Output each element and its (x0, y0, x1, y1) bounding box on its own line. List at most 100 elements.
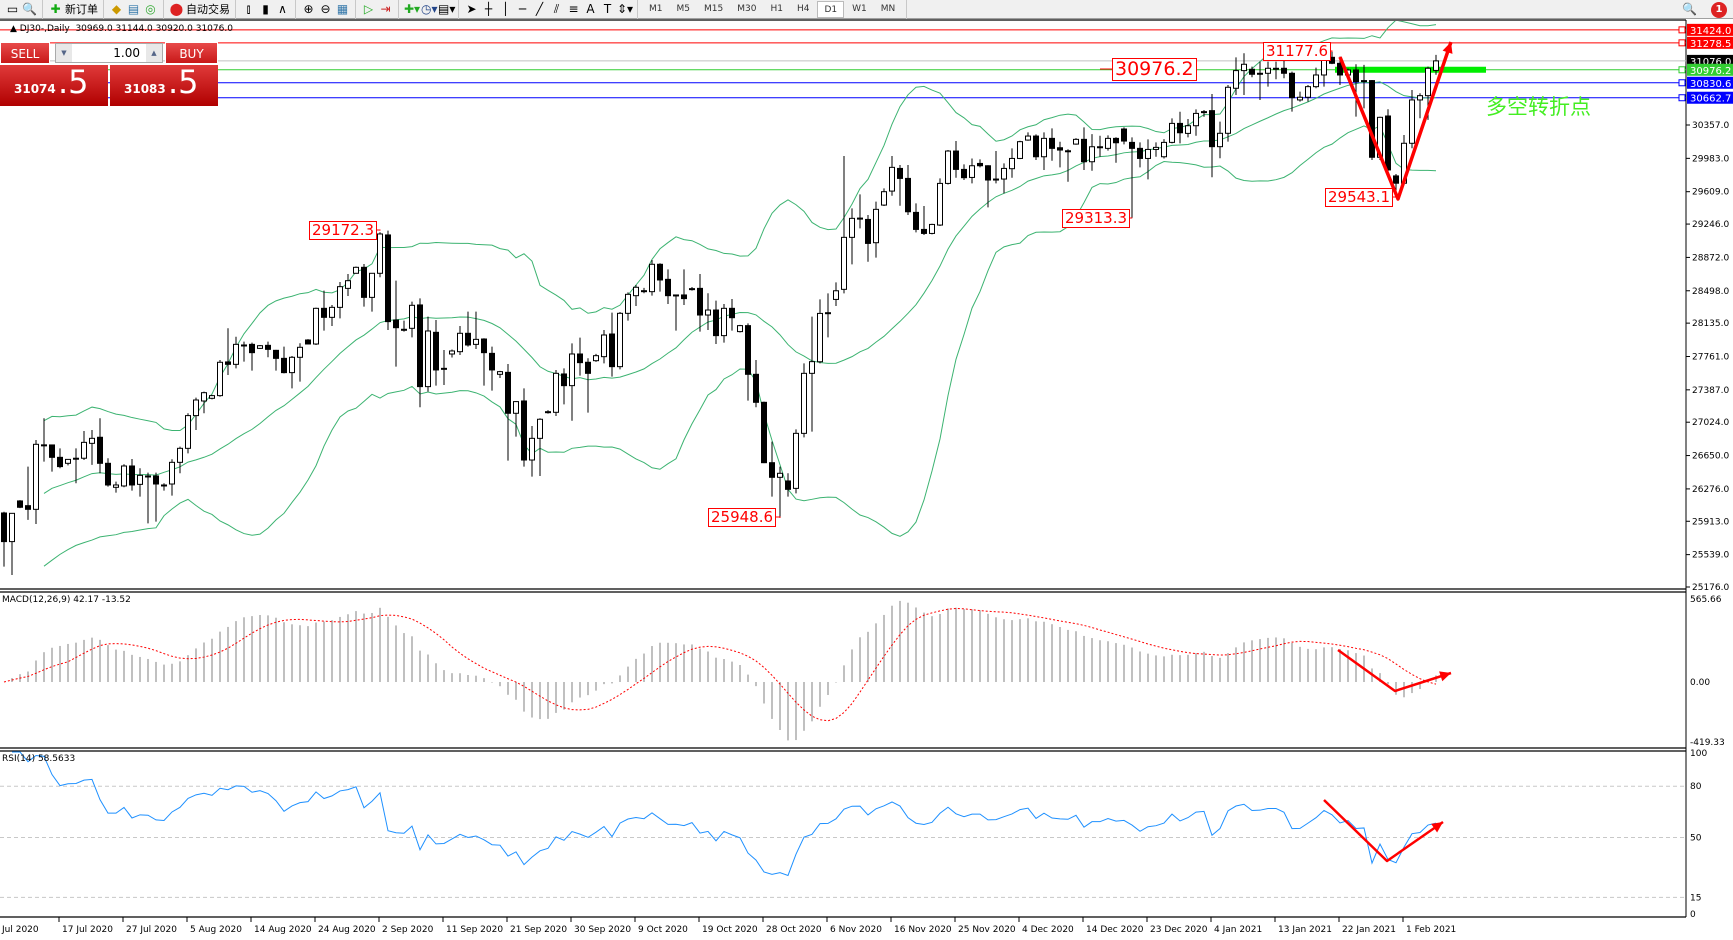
candle[interactable] (409, 301, 415, 338)
candle[interactable] (857, 194, 863, 229)
candle[interactable] (609, 312, 615, 377)
candle[interactable] (713, 300, 719, 345)
candle[interactable] (977, 159, 983, 168)
candle[interactable] (1041, 132, 1047, 171)
auto-trading-button[interactable]: ⬤ 自动交易 (164, 0, 236, 19)
candle[interactable] (465, 311, 471, 347)
candle[interactable] (1033, 134, 1039, 161)
candle[interactable] (529, 425, 535, 477)
candle[interactable] (1161, 139, 1167, 159)
candle[interactable] (553, 369, 559, 416)
turning-point-text[interactable]: 多空转折点 (1486, 95, 1591, 119)
candle[interactable] (57, 448, 63, 469)
candle[interactable] (721, 303, 727, 343)
bar-chart-icon[interactable]: ⫾ (246, 1, 251, 16)
candle[interactable] (105, 458, 111, 487)
crosshair-icon[interactable]: ┼ (484, 1, 493, 16)
collapse-arrow-icon[interactable]: ▲ (10, 24, 17, 34)
candle[interactable] (737, 324, 743, 333)
candle[interactable] (897, 165, 903, 206)
candle[interactable] (1385, 109, 1391, 172)
price-line-handle[interactable] (1678, 26, 1686, 34)
candle[interactable] (617, 311, 623, 370)
candle[interactable] (833, 282, 839, 307)
candle[interactable] (945, 150, 951, 185)
candle[interactable] (777, 466, 783, 519)
candle[interactable] (97, 418, 103, 474)
lot-decrease-icon[interactable]: ▼ (56, 44, 72, 62)
fibonacci-icon[interactable]: ≡ (568, 1, 579, 16)
zoom-search-icon[interactable]: 🔍 (22, 1, 37, 16)
candle[interactable] (185, 413, 191, 454)
auto-scroll-icon[interactable]: ▷ (363, 1, 374, 16)
text-label-icon[interactable]: T (603, 1, 612, 16)
candle[interactable] (681, 269, 687, 306)
main-v-arrow[interactable] (1338, 41, 1453, 201)
candle[interactable] (1361, 64, 1367, 109)
candle[interactable] (993, 151, 999, 184)
candle[interactable] (129, 458, 135, 491)
chart-shift-icon[interactable]: ⇥ (380, 1, 391, 16)
candle[interactable] (1289, 71, 1295, 112)
candle[interactable] (1153, 142, 1159, 157)
signals-icon[interactable]: ◎ (145, 1, 156, 16)
lot-size-stepper[interactable]: ▼ 1.00 ▲ (55, 43, 163, 63)
buy-button[interactable]: BUY (165, 42, 218, 64)
candle[interactable] (225, 328, 231, 375)
candle[interactable] (1129, 137, 1135, 219)
candle[interactable] (769, 441, 775, 497)
horizontal-line-icon[interactable]: ─ (518, 1, 527, 16)
candle[interactable] (377, 232, 383, 278)
price-label-30976[interactable]: 30976.2 (1112, 58, 1197, 81)
tile-windows-icon[interactable]: ▦ (336, 1, 349, 16)
candle[interactable] (369, 272, 375, 312)
candle[interactable] (841, 156, 847, 294)
candle[interactable] (481, 338, 487, 386)
candle[interactable] (473, 311, 479, 349)
candle[interactable] (497, 370, 503, 378)
candle[interactable] (545, 410, 551, 414)
candle[interactable] (489, 346, 495, 391)
candle[interactable] (1297, 91, 1303, 102)
candle[interactable] (1137, 142, 1143, 168)
candle[interactable] (1265, 61, 1271, 87)
candle[interactable] (321, 290, 327, 331)
candle[interactable] (313, 307, 319, 345)
candle[interactable] (1409, 89, 1415, 149)
trendline-icon[interactable]: ╱ (535, 1, 544, 16)
candle[interactable] (825, 293, 831, 338)
candle[interactable] (417, 298, 423, 408)
candle[interactable] (521, 388, 527, 467)
candle[interactable] (1089, 134, 1095, 171)
candle[interactable] (849, 208, 855, 265)
candlestick-icon[interactable]: ▮ (262, 1, 269, 16)
candle[interactable] (817, 299, 823, 364)
candle[interactable] (25, 466, 31, 520)
price-label-25948[interactable]: 25948.6 (708, 508, 777, 527)
candle[interactable] (665, 269, 671, 304)
notification-badge[interactable]: 1 (1711, 1, 1727, 18)
candle[interactable] (201, 391, 207, 414)
candle[interactable] (537, 418, 543, 476)
price-line-handle[interactable] (1678, 66, 1686, 74)
candle[interactable] (1025, 132, 1031, 141)
price-label-29543[interactable]: 29543.1 (1325, 188, 1394, 207)
candle[interactable] (209, 394, 215, 400)
candle[interactable] (177, 446, 183, 474)
candle[interactable] (593, 353, 599, 362)
candle[interactable] (921, 206, 927, 236)
candle[interactable] (401, 320, 407, 332)
candle[interactable] (297, 343, 303, 382)
candle[interactable] (49, 444, 55, 472)
candle[interactable] (1097, 135, 1103, 157)
candle[interactable] (1, 511, 7, 567)
candle[interactable] (361, 264, 367, 307)
candle[interactable] (625, 292, 631, 321)
macd-arrow[interactable] (1337, 648, 1452, 693)
candle[interactable] (793, 429, 799, 494)
candle[interactable] (569, 343, 575, 421)
candle[interactable] (505, 363, 511, 461)
price-line-handle[interactable] (1678, 39, 1686, 47)
line-chart-icon[interactable]: ∧ (278, 1, 287, 16)
